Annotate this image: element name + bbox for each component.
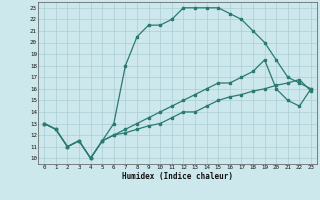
X-axis label: Humidex (Indice chaleur): Humidex (Indice chaleur) bbox=[122, 172, 233, 181]
